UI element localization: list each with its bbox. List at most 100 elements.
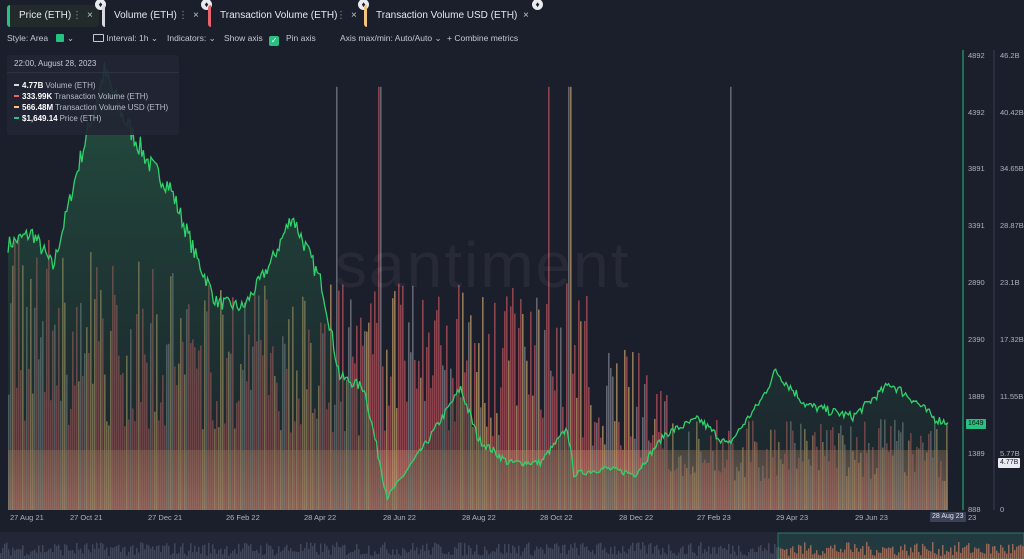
navigator-bar (392, 549, 394, 559)
navigator-bar (760, 545, 762, 559)
navigator-bar (986, 543, 988, 559)
navigator-bar (224, 549, 226, 559)
color-swatch[interactable] (56, 34, 65, 42)
navigator-bar (882, 547, 884, 559)
navigator-bar (186, 555, 188, 559)
tab-volume[interactable]: Volume (ETH) ⋮ × ♦ (102, 0, 212, 27)
navigator-bar (500, 552, 502, 559)
navigator-bar (86, 543, 88, 559)
indicators-selector[interactable]: Indicators: ⌄ (167, 33, 216, 43)
tab-transaction-volume[interactable]: Transaction Volume (ETH) ⋮ × ♦ (208, 0, 369, 27)
navigator-bar (568, 550, 570, 559)
navigator-bar (1008, 544, 1010, 559)
tab-menu-icon[interactable]: ⋮ (508, 10, 518, 21)
navigator-bar (998, 552, 1000, 559)
combine-metrics-button[interactable]: + Combine metrics (447, 33, 519, 43)
volume-bar (502, 347, 504, 510)
volume-bar (588, 387, 590, 510)
navigator-bar (434, 542, 436, 559)
navigator-bar (820, 555, 822, 559)
close-icon[interactable]: × (87, 10, 93, 21)
tab-menu-icon[interactable]: ⋮ (178, 10, 188, 21)
checkbox-icon[interactable]: ✓ (269, 36, 280, 46)
navigator-bar (170, 554, 172, 559)
volume-bar (510, 306, 512, 510)
style-selector[interactable]: Style: Area ⌄ (7, 33, 74, 43)
navigator-bar (240, 551, 242, 559)
navigator-bar (238, 543, 240, 559)
navigator-bar (578, 555, 580, 559)
show-axis-toggle[interactable]: Show axis ✓ (224, 33, 280, 46)
navigator-bar (400, 555, 402, 559)
navigator-bar (576, 547, 578, 559)
navigator-bar (140, 542, 142, 559)
navigator-bar (456, 548, 458, 559)
navigator-bar (930, 551, 932, 559)
navigator-bar (246, 543, 248, 559)
navigator-bar (762, 551, 764, 559)
navigator-bar (164, 545, 166, 559)
navigator-bar (488, 554, 490, 559)
navigator-bar (338, 546, 340, 559)
navigator-bar (814, 553, 816, 559)
navigator-bar (200, 553, 202, 559)
navigator-bar (790, 548, 792, 559)
navigator-bar (172, 553, 174, 559)
tab-menu-icon[interactable]: ⋮ (72, 10, 82, 21)
volume-bar (336, 86, 338, 511)
tooltip-row: 333.99K Transaction Volume (ETH) (14, 92, 148, 101)
navigator-bar (68, 550, 70, 559)
navigator-bar (314, 543, 316, 559)
navigator-bar (502, 554, 504, 559)
navigator-bar (858, 551, 860, 559)
navigator-bar (586, 546, 588, 559)
tab-price[interactable]: Price (ETH) ⋮ × ♦ (7, 0, 106, 27)
navigator-bar (106, 547, 108, 559)
navigator-bar (212, 544, 214, 559)
navigator-bar (684, 553, 686, 559)
volume-bar (422, 299, 424, 510)
navigator-bar (822, 551, 824, 559)
navigator-bar (410, 549, 412, 559)
close-icon[interactable]: × (193, 10, 199, 21)
navigator-bar (6, 542, 8, 559)
navigator-bar (244, 542, 246, 559)
navigator-bar (532, 555, 534, 559)
navigator-bar (622, 545, 624, 559)
navigator-bar (538, 548, 540, 559)
price-tick-label: 2390 (968, 335, 985, 344)
navigator-bar (678, 552, 680, 559)
close-icon[interactable]: × (523, 10, 529, 21)
navigator-bar (888, 547, 890, 559)
navigator-bar (570, 544, 572, 559)
volume-bar (574, 344, 576, 510)
volume-bar (370, 303, 372, 510)
pin-axis-toggle[interactable]: Pin axis (286, 33, 316, 43)
navigator-strip (0, 532, 1024, 559)
navigator-bar (706, 551, 708, 559)
close-icon[interactable]: × (351, 10, 357, 21)
tab-transaction-volume-usd[interactable]: Transaction Volume USD (ETH) ⋮ × ♦ (364, 0, 543, 27)
x-tick-label: 27 Dec 21 (148, 513, 183, 522)
volume-tick-label: 28.87B (1000, 221, 1024, 230)
volume-bar (644, 383, 646, 510)
navigator-bar (268, 545, 270, 559)
volume-bar (552, 376, 554, 510)
navigator-bar (756, 551, 758, 559)
navigator-bar (634, 550, 636, 559)
tab-menu-icon[interactable]: ⋮ (336, 10, 346, 21)
navigator-bar (782, 548, 784, 559)
navigator-bar (974, 547, 976, 559)
navigator-bar (90, 552, 92, 559)
navigator-bar (720, 545, 722, 559)
navigator-bar (390, 554, 392, 559)
navigator-bar (722, 548, 724, 559)
navigator-bar (544, 553, 546, 559)
axis-maxmin-selector[interactable]: Axis max/min: Auto/Auto ⌄ (340, 33, 442, 43)
interval-selector[interactable]: Interval: 1h ⌄ (93, 33, 158, 44)
navigator-bar (46, 551, 48, 559)
navigator-bar (30, 551, 32, 559)
navigator-bar (368, 545, 370, 559)
navigator-bar (580, 544, 582, 559)
